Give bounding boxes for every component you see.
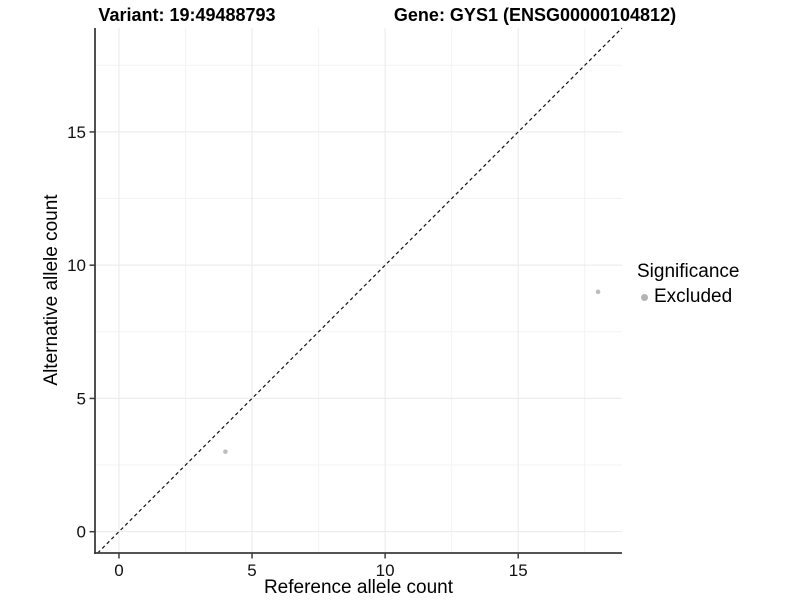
legend-item-excluded: Excluded	[637, 286, 800, 308]
data-point	[595, 289, 601, 295]
y-tick-label: 5	[77, 389, 86, 408]
legend: Significance Excluded	[637, 261, 800, 308]
y-tick-label: 15	[67, 123, 86, 142]
legend-title: Significance	[637, 261, 740, 282]
plot-title-variant: Variant: 19:49488793	[98, 5, 276, 25]
x-tick-label: 15	[509, 561, 528, 580]
plot-title-gene: Gene: GYS1 (ENSG00000104812)	[393, 5, 677, 25]
x-tick-label: 5	[247, 561, 256, 580]
data-point	[223, 449, 228, 455]
legend-point-icon	[641, 293, 648, 301]
x-tick-label: 10	[376, 561, 395, 580]
x-axis-title: Reference allele count	[263, 577, 454, 598]
y-tick-label: 10	[67, 256, 86, 275]
x-tick-label: 0	[114, 561, 123, 580]
legend-item-label: Excluded	[654, 286, 733, 307]
y-tick-label: 0	[77, 523, 86, 542]
identity-line	[97, 27, 623, 554]
